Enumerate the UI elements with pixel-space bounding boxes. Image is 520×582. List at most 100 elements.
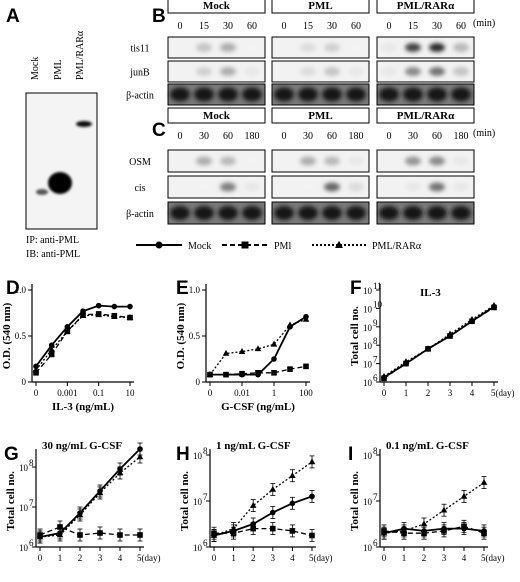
c-time-0-1: 30: [199, 131, 209, 142]
y-tick-exp-G-0: 6: [29, 538, 34, 548]
b-blot-0-2: [376, 36, 475, 59]
point-G-0-5: [137, 446, 143, 452]
c-blot-1-0: [167, 175, 266, 199]
c-unit: (min): [473, 128, 495, 139]
point-H-2-5: [308, 458, 316, 465]
y-tick-label-H-0: 10: [193, 543, 203, 553]
b-band-0-0-2: [220, 43, 236, 52]
point-H-2-2: [249, 502, 257, 508]
b-band-1-2-0: [381, 67, 397, 76]
c-group-1: PML: [308, 110, 332, 122]
point-D-0-2: [64, 324, 71, 330]
c-time-1-2: 60: [327, 131, 337, 142]
x-tick-label-I-2: 2: [422, 553, 427, 563]
b-time-1-3: 60: [351, 21, 361, 32]
b-time-1-1: 15: [303, 21, 313, 32]
b-time-0-0: 0: [178, 21, 183, 32]
c-blot-2-1: [271, 201, 370, 225]
c-blot-0-0: [167, 149, 266, 173]
legend-label-0: Mock: [188, 241, 211, 252]
x-tick-label-H-5: 5(day): [309, 553, 333, 563]
y-axis-label-I: Total cell no.: [349, 471, 361, 531]
b-band-0-0-3: [244, 43, 260, 52]
c-band-1-2-3: [453, 182, 469, 192]
b-band-1-1-3: [348, 67, 364, 76]
x-tick-label-D-2: 0.1: [93, 388, 104, 398]
b-band-1-2-1: [405, 67, 421, 76]
ib-label: IB: anti-PML: [26, 249, 80, 260]
b-blot-1-1: [271, 60, 370, 83]
c-band-0-2-1: [405, 156, 421, 166]
blot-band-pml: [48, 172, 72, 194]
c-time-0-0: 0: [178, 131, 183, 142]
y-tick-label-E-2: 1.0: [189, 285, 201, 295]
b-time-1-2: 30: [327, 21, 337, 32]
point-D-2-4: [95, 311, 102, 318]
point-I-1-3: [441, 528, 447, 534]
c-band-2-0-0: [170, 206, 190, 220]
point-I-2-4: [460, 492, 468, 499]
x-tick-label-I-0: 0: [382, 553, 387, 563]
c-group-2: PML/RARα: [397, 110, 455, 122]
legend-marker-1: [241, 241, 249, 249]
c-blot-2-2: [376, 201, 475, 225]
y-axis-label-E: O.D. (540 nm): [175, 302, 187, 369]
series-line-D-2: [35, 314, 131, 371]
x-tick-label-G-5: 5(day): [137, 553, 161, 563]
y-tick-label-G-0: 10: [19, 543, 29, 553]
point-E-2-5: [286, 321, 294, 328]
b-group-2: PML/RARα: [397, 0, 455, 12]
b-band-2-1-0: [274, 87, 294, 102]
y-axis-label-H: Total cell no.: [179, 471, 191, 531]
b-band-0-2-0: [381, 43, 397, 52]
b-band-1-0-1: [196, 67, 212, 76]
point-F-2-0: [380, 372, 388, 379]
b-band-0-2-1: [405, 43, 421, 52]
c-band-1-0-1: [196, 182, 212, 192]
y-tick-exp-F-3: 9: [373, 318, 378, 328]
b-unit: (min): [473, 18, 495, 29]
x-tick-label-I-1: 1: [402, 553, 407, 563]
lane-label-2: PML/RARα: [75, 30, 86, 80]
point-F-2-5: [490, 302, 498, 308]
point-E-2-2: [238, 348, 246, 354]
chart-title-I: 0.1 ng/mL G-CSF: [386, 440, 469, 452]
y-tick-label-F-2: 10: [363, 341, 373, 351]
c-group-box-0: [167, 107, 266, 124]
x-tick-label-G-2: 2: [78, 553, 83, 563]
c-band-0-0-1: [196, 156, 212, 166]
b-band-2-0-1: [194, 87, 214, 102]
y-axis-label-F: Total cell no.: [349, 306, 361, 366]
y-tick-label-D-1: 0.5: [15, 331, 27, 341]
series-line-G-1: [39, 526, 140, 536]
point-G-2-0: [36, 533, 44, 540]
c-blot-0-1: [271, 149, 370, 173]
b-time-2-1: 15: [408, 21, 418, 32]
x-tick-label-H-4: 4: [290, 553, 295, 563]
point-G-2-2: [76, 511, 84, 518]
x-tick-label-G-3: 3: [98, 553, 103, 563]
lane-label-0: Mock: [30, 57, 41, 80]
c-band-1-2-2: [429, 182, 445, 192]
b-group-1: PML: [308, 0, 332, 12]
legend-label-1: PMl: [274, 241, 291, 252]
b-band-0-1-3: [348, 43, 364, 52]
point-E-1-1: [223, 371, 229, 378]
c-band-2-2-2: [427, 206, 447, 220]
panel-letter-f: F: [350, 278, 362, 299]
point-E-2-4: [270, 340, 278, 347]
y-tick-exp-G-2: 8: [29, 458, 34, 468]
point-G-1-5: [137, 532, 143, 538]
b-row-label-0: tis11: [130, 44, 149, 55]
b-blot-1-2: [376, 60, 475, 83]
b-band-2-0-2: [218, 87, 238, 102]
c-band-2-1-0: [274, 206, 294, 220]
b-group-box-1: [271, 0, 370, 14]
blot-frame-a: [25, 92, 98, 230]
y-tick-label-D-2: 1.0: [15, 285, 27, 295]
y-tick-label-E-0: 0: [196, 377, 201, 387]
c-time-1-1: 30: [303, 131, 313, 142]
series-line-G-0: [39, 448, 141, 538]
